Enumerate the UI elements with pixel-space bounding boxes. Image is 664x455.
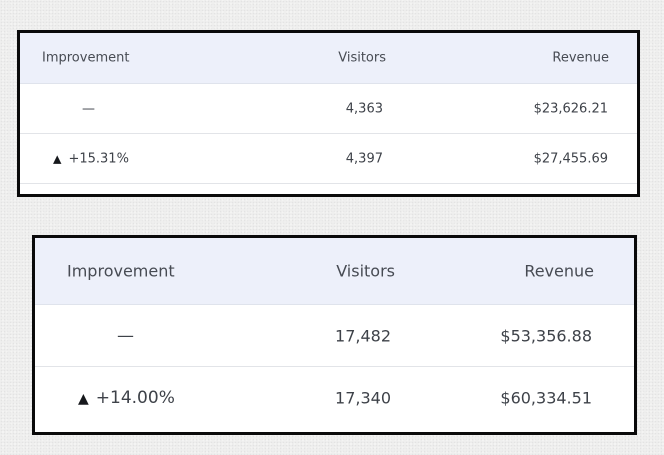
visitors-value: 4,397 bbox=[345, 151, 383, 166]
table-header: Improvement Visitors Revenue bbox=[35, 238, 634, 305]
improvement-value: +14.00% bbox=[95, 388, 175, 408]
improvement-value: — bbox=[117, 325, 134, 346]
header-visitors: Visitors bbox=[336, 261, 395, 281]
header-improvement: Improvement bbox=[67, 261, 175, 281]
table-row: — 17,482 $53,356.88 bbox=[35, 305, 634, 367]
improvement-value: +15.31% bbox=[68, 151, 129, 166]
comparison-table-small: Improvement Visitors Revenue — 4,363 $23… bbox=[17, 30, 640, 197]
visitors-value: 17,482 bbox=[335, 326, 391, 345]
revenue-value: $53,356.88 bbox=[500, 326, 592, 345]
improvement-cell: ▲ +15.31% bbox=[53, 151, 129, 166]
revenue-value: $27,455.69 bbox=[533, 151, 608, 166]
revenue-value: $23,626.21 bbox=[533, 101, 608, 116]
table-row: — 4,363 $23,626.21 bbox=[20, 84, 637, 134]
up-arrow-icon: ▲ bbox=[53, 152, 62, 165]
header-revenue: Revenue bbox=[524, 261, 594, 281]
header-improvement: Improvement bbox=[42, 50, 130, 66]
header-revenue: Revenue bbox=[552, 50, 609, 66]
comparison-table-large: Improvement Visitors Revenue — 17,482 $5… bbox=[32, 235, 637, 435]
improvement-value: — bbox=[82, 101, 95, 116]
table-row: ▲ +14.00% 17,340 $60,334.51 bbox=[35, 367, 634, 429]
table-row: ▲ +15.31% 4,397 $27,455.69 bbox=[20, 134, 637, 184]
header-visitors: Visitors bbox=[338, 50, 386, 66]
revenue-value: $60,334.51 bbox=[500, 388, 592, 408]
visitors-value: 17,340 bbox=[335, 388, 391, 408]
visitors-value: 4,363 bbox=[345, 101, 383, 116]
improvement-cell: ▲ +14.00% bbox=[78, 388, 175, 408]
up-arrow-icon: ▲ bbox=[78, 391, 89, 407]
table-header: Improvement Visitors Revenue bbox=[20, 33, 637, 84]
